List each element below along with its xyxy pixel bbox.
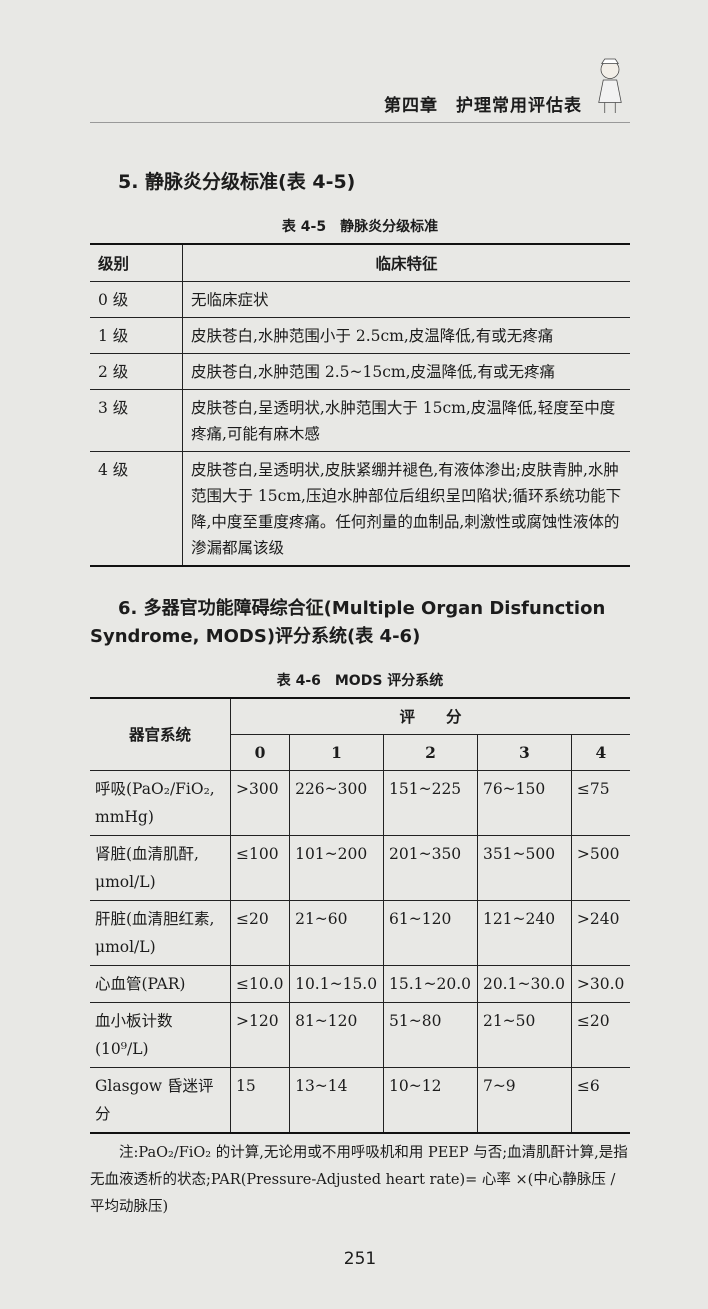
grade-cell: 1 级 bbox=[90, 317, 183, 354]
score-cell: 76~150 bbox=[477, 770, 572, 836]
score-cell: ≤20 bbox=[230, 900, 291, 966]
score-cell: >300 bbox=[230, 770, 291, 836]
score-cell: 51~80 bbox=[383, 1002, 478, 1068]
score-cell: ≤100 bbox=[230, 835, 291, 901]
table-4-6-caption: 表 4-6 MODS 评分系统 bbox=[276, 673, 444, 689]
score-level: 4 bbox=[571, 734, 630, 771]
feature-cell: 皮肤苍白,水肿范围 2.5~15cm,皮温降低,有或无疼痛 bbox=[182, 353, 630, 390]
table-row: 0 级无临床症状 bbox=[90, 281, 630, 318]
table-row: 肾脏(血清肌酐, μmol/L) ≤100 101~200 201~350 351~50… bbox=[90, 835, 630, 901]
column-header-feature: 临床特征 bbox=[182, 243, 630, 282]
table-4-5-caption: 表 4-5 静脉炎分级标准 bbox=[281, 219, 439, 235]
score-cell: ≤10.0 bbox=[230, 965, 291, 1003]
feature-cell: 皮肤苍白,呈透明状,皮肤紧绷并褪色,有液体渗出;皮肤青肿,水肿范围大于 15cm… bbox=[182, 451, 630, 567]
section-5-heading: 5. 静脉炎分级标准(表 4-5) bbox=[118, 171, 356, 193]
table-row: Glasgow 昏迷评分 15 13~14 10~12 7~9 ≤6 bbox=[90, 1067, 630, 1134]
section-6-heading-line1: 6. 多器官功能障碍综合征(Multiple Organ Disfunction bbox=[118, 598, 606, 619]
organ-cell: Glasgow 昏迷评分 bbox=[90, 1067, 231, 1134]
score-cell: >30.0 bbox=[571, 965, 630, 1003]
feature-cell: 皮肤苍白,水肿范围小于 2.5cm,皮温降低,有或无疼痛 bbox=[182, 317, 630, 354]
score-cell: 61~120 bbox=[383, 900, 478, 966]
score-cell: 15 bbox=[230, 1067, 291, 1134]
grade-cell: 2 级 bbox=[90, 353, 183, 390]
score-level: 0 bbox=[230, 734, 291, 771]
organ-cell: 心血管(PAR) bbox=[90, 965, 231, 1003]
mods-score-table: 器官系统 评 分 0 1 2 3 4 呼吸(PaO₂/FiO₂, mmHg) >3… bbox=[90, 697, 630, 1134]
score-cell: 21~50 bbox=[477, 1002, 572, 1068]
organ-header: 器官系统 bbox=[90, 697, 231, 771]
column-header-grade: 级别 bbox=[90, 243, 183, 282]
score-level: 1 bbox=[289, 734, 385, 771]
score-cell: >120 bbox=[230, 1002, 291, 1068]
score-cell: 10~12 bbox=[383, 1067, 478, 1134]
score-cell: 351~500 bbox=[477, 835, 572, 901]
score-cell: 10.1~15.0 bbox=[289, 965, 385, 1003]
section-6-heading: 6. 多器官功能障碍综合征(Multiple Organ Disfunction… bbox=[90, 595, 630, 651]
phlebitis-grade-table: 级别 临床特征 0 级无临床症状 1 级皮肤苍白,水肿范围小于 2.5cm,皮温… bbox=[90, 243, 630, 567]
chapter-header: 第四章 护理常用评估表 bbox=[384, 96, 582, 116]
section-6-heading-line2: Syndrome, MODS)评分系统(表 4-6) bbox=[90, 626, 421, 647]
score-cell: ≤20 bbox=[571, 1002, 630, 1068]
score-cell: ≤75 bbox=[571, 770, 630, 836]
score-cell: 201~350 bbox=[383, 835, 478, 901]
score-cell: 15.1~20.0 bbox=[383, 965, 478, 1003]
nurse-mascot-icon bbox=[598, 58, 622, 113]
organ-cell: 肾脏(血清肌酐, μmol/L) bbox=[90, 835, 231, 901]
table-row: 2 级皮肤苍白,水肿范围 2.5~15cm,皮温降低,有或无疼痛 bbox=[90, 353, 630, 390]
page-header: 第四章 护理常用评估表 bbox=[90, 56, 630, 123]
organ-cell: 肝脏(血清胆红素, μmol/L) bbox=[90, 900, 231, 966]
score-cell: 7~9 bbox=[477, 1067, 572, 1134]
score-cell: ≤6 bbox=[571, 1067, 630, 1134]
page: 第四章 护理常用评估表 5. 静脉炎分级标准(表 4-5) 表 4-5 静脉炎分… bbox=[90, 0, 630, 1309]
score-cell: >500 bbox=[571, 835, 630, 901]
score-cell: 101~200 bbox=[289, 835, 385, 901]
score-cell: >240 bbox=[571, 900, 630, 966]
page-number: 251 bbox=[343, 1249, 377, 1269]
table-row: 4 级皮肤苍白,呈透明状,皮肤紧绷并褪色,有液体渗出;皮肤青肿,水肿范围大于 1… bbox=[90, 451, 630, 567]
score-level: 3 bbox=[477, 734, 572, 771]
feature-cell: 皮肤苍白,呈透明状,水肿范围大于 15cm,皮温降低,轻度至中度疼痛,可能有麻木… bbox=[182, 389, 630, 452]
table-header-row: 级别 临床特征 bbox=[90, 243, 630, 282]
score-cell: 13~14 bbox=[289, 1067, 385, 1134]
score-header: 评 分 bbox=[230, 697, 630, 735]
table-row: 3 级皮肤苍白,呈透明状,水肿范围大于 15cm,皮温降低,轻度至中度疼痛,可能… bbox=[90, 389, 630, 452]
table-row: 血小板计数(10⁹/L) >120 81~120 51~80 21~50 ≤20 bbox=[90, 1002, 630, 1068]
table-note: 注:PaO₂/FiO₂ 的计算,无论用或不用呼吸机和用 PEEP 与否;血清肌酐… bbox=[90, 1145, 628, 1215]
score-cell: 21~60 bbox=[289, 900, 385, 966]
grade-cell: 0 级 bbox=[90, 281, 183, 318]
score-cell: 151~225 bbox=[383, 770, 478, 836]
score-level: 2 bbox=[383, 734, 478, 771]
feature-cell: 无临床症状 bbox=[182, 281, 630, 318]
score-cell: 81~120 bbox=[289, 1002, 385, 1068]
score-cell: 226~300 bbox=[289, 770, 385, 836]
table-row: 1 级皮肤苍白,水肿范围小于 2.5cm,皮温降低,有或无疼痛 bbox=[90, 317, 630, 354]
score-cell: 121~240 bbox=[477, 900, 572, 966]
table-header-row: 器官系统 评 分 bbox=[90, 697, 630, 771]
grade-cell: 3 级 bbox=[90, 389, 183, 452]
table-row: 心血管(PAR) ≤10.0 10.1~15.0 15.1~20.0 20.1~30.0… bbox=[90, 965, 630, 1003]
organ-cell: 血小板计数(10⁹/L) bbox=[90, 1002, 231, 1068]
grade-cell: 4 级 bbox=[90, 451, 183, 567]
organ-cell: 呼吸(PaO₂/FiO₂, mmHg) bbox=[90, 770, 231, 836]
score-cell: 20.1~30.0 bbox=[477, 965, 572, 1003]
table-row: 肝脏(血清胆红素, μmol/L) ≤20 21~60 61~120 121~240 >2… bbox=[90, 900, 630, 966]
table-row: 呼吸(PaO₂/FiO₂, mmHg) >300 226~300 151~225 76~… bbox=[90, 770, 630, 836]
